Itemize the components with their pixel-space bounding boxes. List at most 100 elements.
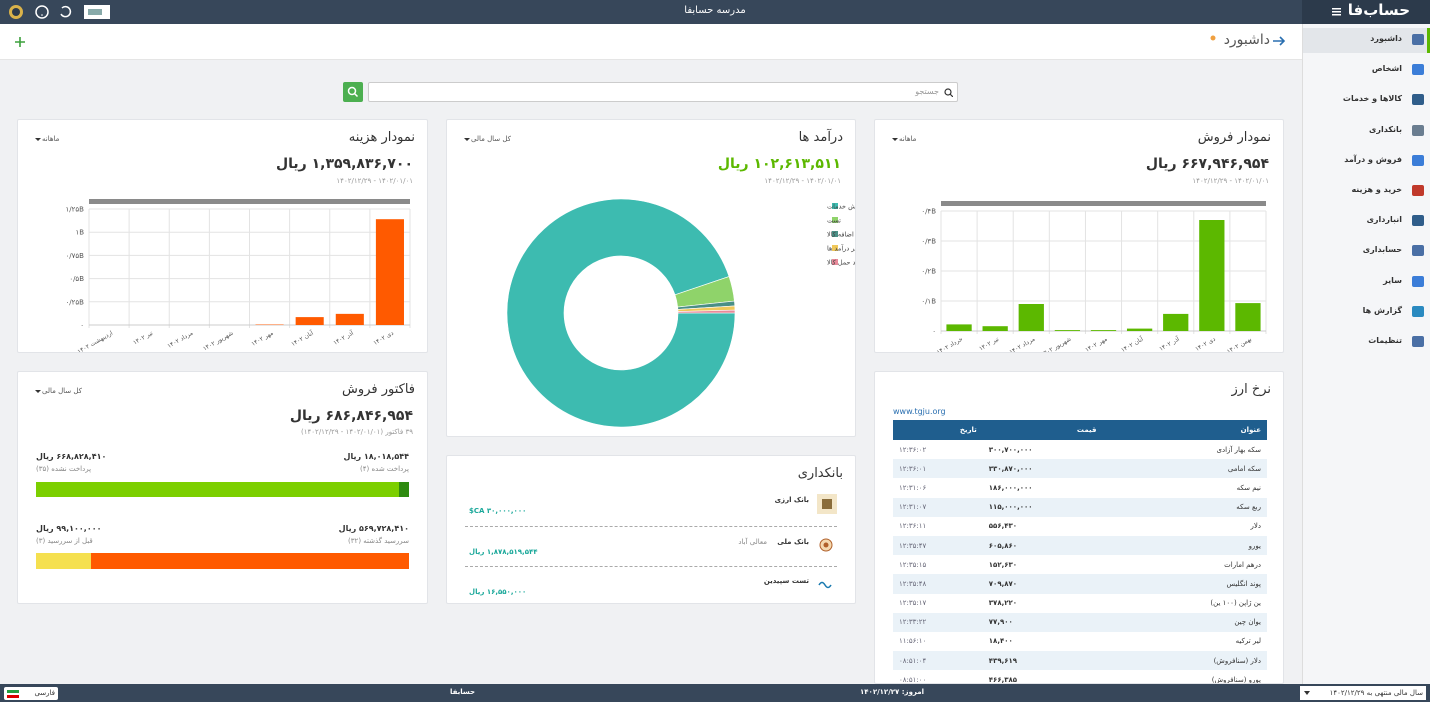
fiscal-year-select[interactable]: سال مالی منتهی به ۱۴۰۲/۱۲/۲۹	[1300, 686, 1426, 700]
table-cell: ۶۰۵,۸۶۰	[982, 535, 1103, 556]
card-title: بانکداری	[797, 466, 843, 481]
legend-swatch	[832, 217, 838, 223]
logo[interactable]: حساب‌فا	[1347, 1, 1410, 19]
menu-item[interactable]: اشخاص	[1371, 64, 1402, 74]
invoice-card: فاکتور فروش کل سال مالی ۶۸۶,۸۴۶,۹۵۴ ریال…	[17, 371, 428, 604]
menu-icon	[1412, 336, 1424, 347]
column-header: عنوان	[1102, 420, 1267, 440]
top-title: مدرسه حسابفا	[684, 5, 746, 16]
table-cell: یورو	[1102, 535, 1267, 556]
x-tick-label: تیر ۱۴۰۲	[132, 330, 154, 347]
menu-item[interactable]: تنظیمات	[1368, 336, 1402, 345]
period-dropdown[interactable]: کل سال مالی	[463, 135, 512, 143]
bar	[1054, 330, 1081, 331]
table-cell: ۷۷,۹۰۰	[982, 612, 1103, 632]
legend-strip	[941, 201, 1266, 206]
sidebar-active	[1303, 28, 1430, 53]
table-cell: پوند انگلیس	[1102, 574, 1267, 594]
menu-icon[interactable]	[1332, 7, 1342, 17]
card-amount: ۱۰۲,۶۱۳,۵۱۱ ریال	[717, 156, 841, 172]
legend-label: سایر درآمد ها	[827, 244, 855, 253]
card-title: فاکتور فروش	[342, 382, 415, 397]
table-cell: ۱۲:۳۱:۰۷	[893, 497, 983, 517]
table-row: یورو (سنافروش) ۴۶۶,۳۸۵ ۰۸:۵۱:۰۰	[893, 670, 1267, 683]
period-dropdown[interactable]: ماهانه	[34, 135, 60, 143]
table-cell: نیم سکه	[1102, 478, 1267, 498]
menu-item[interactable]: فروش و درآمد	[1344, 154, 1402, 164]
x-tick-label: بهمن ۱۴۰۲	[1226, 336, 1253, 352]
not-due-amount: ۹۹,۱۰۰,۰۰۰ ریال	[36, 524, 102, 533]
menu-item[interactable]: بانکداری	[1369, 124, 1402, 134]
menu-item[interactable]: حسابداری	[1362, 245, 1402, 255]
menu-item[interactable]: سایر	[1383, 275, 1402, 285]
x-tick-label: شهریور ۱۴۰۲	[1040, 336, 1073, 352]
source-link[interactable]: www.tgju.org	[893, 407, 946, 416]
table-row: سکه بهار آزادی ۳۰۰,۷۰۰,۰۰۰ ۱۲:۳۶:۰۲	[893, 440, 1267, 460]
table-row: یورو ۶۰۵,۸۶۰ ۱۲:۳۵:۴۷	[893, 535, 1267, 556]
unpaid-label: پرداخت نشده (۳۵)	[36, 465, 92, 473]
table-row: دلار (سنافروش) ۴۳۹,۶۱۹ ۰۸:۵۱:۰۴	[893, 651, 1267, 671]
bar	[295, 317, 324, 325]
table-cell: ربع سکه	[1102, 497, 1267, 517]
add-button[interactable]	[14, 36, 26, 48]
account-name: بانک ملی	[777, 538, 809, 546]
sales-chart: ۰ ۰/۱B ۰/۲B ۰/۳B ۰/۴B خرداد ۱۴۰۲ تیر ۱۴۰۲ مرداد…	[921, 201, 1267, 352]
y-tick-label: ۰/۴B	[921, 208, 936, 216]
x-tick-label: مهر ۱۴۰۲	[1084, 336, 1108, 352]
status-dot	[1210, 35, 1216, 41]
menu-icon	[1412, 245, 1424, 257]
table-cell: سکه امامی	[1102, 459, 1267, 479]
bar-segment	[91, 553, 409, 569]
table-row: سکه امامی ۳۳۰,۸۷۰,۰۰۰ ۱۲:۳۶:۰۱	[893, 459, 1267, 479]
period-dropdown[interactable]: کل سال مالی	[34, 387, 83, 395]
back-arrow[interactable]	[1272, 35, 1286, 47]
search-box[interactable]: جستجو	[368, 82, 958, 102]
x-tick-label: آبان ۱۴۰۲	[289, 328, 315, 348]
currency-table: عنوان قیمت تاریخ سکه بهار آزادی ۳۰۰,۷۰۰,۰۰۰ ۱…	[893, 420, 1267, 683]
language-select[interactable]: فارسی	[4, 687, 58, 700]
menu-icon	[1412, 305, 1424, 317]
bar	[1235, 303, 1261, 331]
y-tick-label: ۱/۲۵B	[66, 206, 85, 214]
table-cell: یوان چین	[1102, 612, 1267, 632]
bar	[946, 324, 972, 331]
menu-item[interactable]: داشبورد	[1370, 34, 1402, 43]
bank-icon	[818, 581, 832, 589]
y-tick-label: ۰/۱B	[921, 298, 936, 306]
table-row: یوان چین ۷۷,۹۰۰ ۱۲:۳۳:۲۲	[893, 612, 1267, 632]
search-button[interactable]	[343, 82, 363, 102]
card-amount: ۱,۳۵۹,۸۳۶,۷۰۰ ریال	[275, 156, 413, 172]
x-tick-label: آذر ۱۴۰۲	[331, 328, 355, 347]
card-title: نرخ ارز	[1231, 382, 1271, 397]
menu-item[interactable]: کالاها و خدمات	[1342, 94, 1402, 104]
table-cell: ۳۳۰,۸۷۰,۰۰۰	[982, 459, 1103, 479]
legend-strip	[89, 199, 410, 204]
table-cell: ۱۲:۳۶:۱۱	[893, 516, 983, 536]
legend-swatch	[832, 259, 838, 265]
menu-item[interactable]: گزارش ها	[1362, 305, 1402, 315]
bar-segment	[36, 482, 400, 497]
menu-item[interactable]: خرید و هزینه	[1351, 185, 1402, 194]
table-cell: ۰۸:۵۱:۰۴	[893, 651, 983, 671]
bar-segment	[399, 482, 409, 497]
table-header: عنوان قیمت تاریخ	[893, 420, 1267, 440]
currency-card: نرخ ارز www.tgju.org عنوان قیمت تاریخ سکه ب…	[874, 371, 1284, 684]
caret	[1304, 691, 1310, 695]
table-row: ین ژاپن (۱۰۰ ین) ۳۷۸,۲۲۰ ۱۲:۳۵:۱۷	[893, 593, 1267, 613]
period-dropdown[interactable]: ماهانه	[891, 135, 917, 143]
date-range: ۱۴۰۲/۰۱/۰۱ - ۱۴۰۲/۱۲/۲۹	[764, 177, 841, 185]
bar-segment	[36, 553, 92, 569]
table-cell: ۳۰۰,۷۰۰,۰۰۰	[982, 440, 1103, 460]
menu-item[interactable]: انبارداری	[1366, 215, 1402, 225]
date-range: ۱۴۰۲/۰۱/۰۱ - ۱۴۰۲/۱۲/۲۹	[1192, 177, 1269, 185]
bar	[1199, 220, 1225, 331]
bar	[1126, 328, 1153, 331]
expense-chart: ۰ ۰/۲۵B ۰/۵B ۰/۷۵B ۱B ۱/۲۵B اردیبهشت ۱۴۰۲ تیر ۱…	[66, 199, 411, 352]
card-amount: ۶۸۶,۸۴۶,۹۵۴ ریال	[289, 408, 413, 424]
top-icons[interactable]	[6, 3, 116, 21]
x-tick-label: اردیبهشت ۱۴۰۲	[76, 330, 114, 352]
table-cell: ۳۷۸,۲۲۰	[982, 593, 1103, 613]
x-tick-label: مهر ۱۴۰۲	[250, 330, 274, 348]
account-balance: $CA ۳۰,۰۰۰,۰۰۰	[469, 507, 527, 515]
